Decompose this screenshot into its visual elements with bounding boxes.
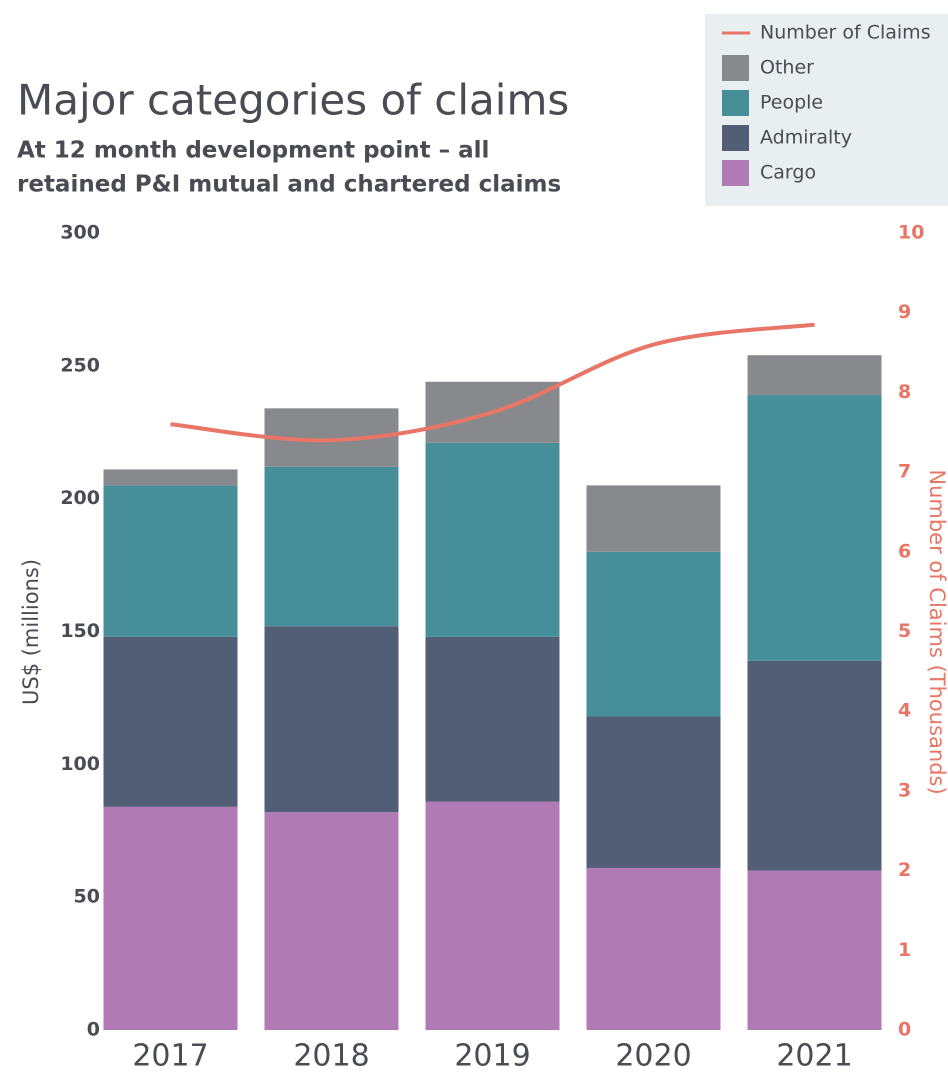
y2-tick-label: 10 [898,222,924,244]
y2-tick-label: 1 [898,939,911,961]
y-tick-label: 200 [60,487,100,509]
y2-axis-label: Number of Claims (Thousands) [925,469,948,794]
bar-segment [747,395,882,661]
y2-tick-label: 3 [898,779,911,801]
bar-segment [586,551,721,717]
y-tick-label: 150 [60,620,100,642]
chart-title: Major categories of claims [17,76,569,125]
bar-segment [103,469,238,486]
bar-segment [747,660,882,871]
bar-segment [264,626,399,813]
bar-segment [586,485,721,552]
y-tick-label: 100 [60,753,100,775]
bar-segment [103,806,238,1030]
bar-segment [103,485,238,637]
y2-tick-label: 5 [898,620,911,642]
y2-tick-label: 0 [898,1019,911,1041]
bar-segment [586,867,721,1030]
line [170,322,815,443]
legend-swatch [722,160,749,186]
y-tick-label: 250 [60,354,100,376]
bar-segment [747,870,882,1030]
y-axis-label: US$ (millions) [19,559,43,705]
x-tick-label: 2020 [615,1039,691,1074]
bar-segment [586,716,721,868]
bar-segment [264,812,399,1030]
y2-tick-label: 9 [898,301,911,323]
x-tick-label: 2021 [776,1039,852,1074]
y-tick-label: 50 [74,886,100,908]
y2-tick-label: 7 [898,461,911,483]
bar-segment [747,355,882,396]
bar-segment [264,466,399,627]
chart-subtitle: At 12 month development point – all [17,138,489,164]
legend-swatch [722,90,749,116]
chart-subtitle: retained P&I mutual and chartered claims [17,172,561,198]
x-tick-label: 2017 [132,1039,208,1074]
legend-label: Admiralty [760,127,852,149]
legend-swatch [722,125,749,151]
y2-tick-label: 4 [898,700,911,722]
bar-segment [425,636,560,802]
legend-label: People [760,92,823,114]
y2-tick-label: 6 [898,540,911,562]
legend-swatch [722,55,749,81]
legend-label: Other [760,57,814,79]
bar-segment [425,801,560,1030]
y2-tick-label: 2 [898,859,911,881]
legend-label: Cargo [760,162,816,184]
y-tick-label: 0 [87,1019,100,1041]
bar-segment [103,636,238,807]
x-tick-label: 2018 [293,1039,369,1074]
y2-tick-label: 8 [898,381,911,403]
bar-segment [425,442,560,637]
x-tick-label: 2019 [454,1039,530,1074]
legend-label: Number of Claims [760,22,931,44]
y-tick-label: 300 [60,222,100,244]
